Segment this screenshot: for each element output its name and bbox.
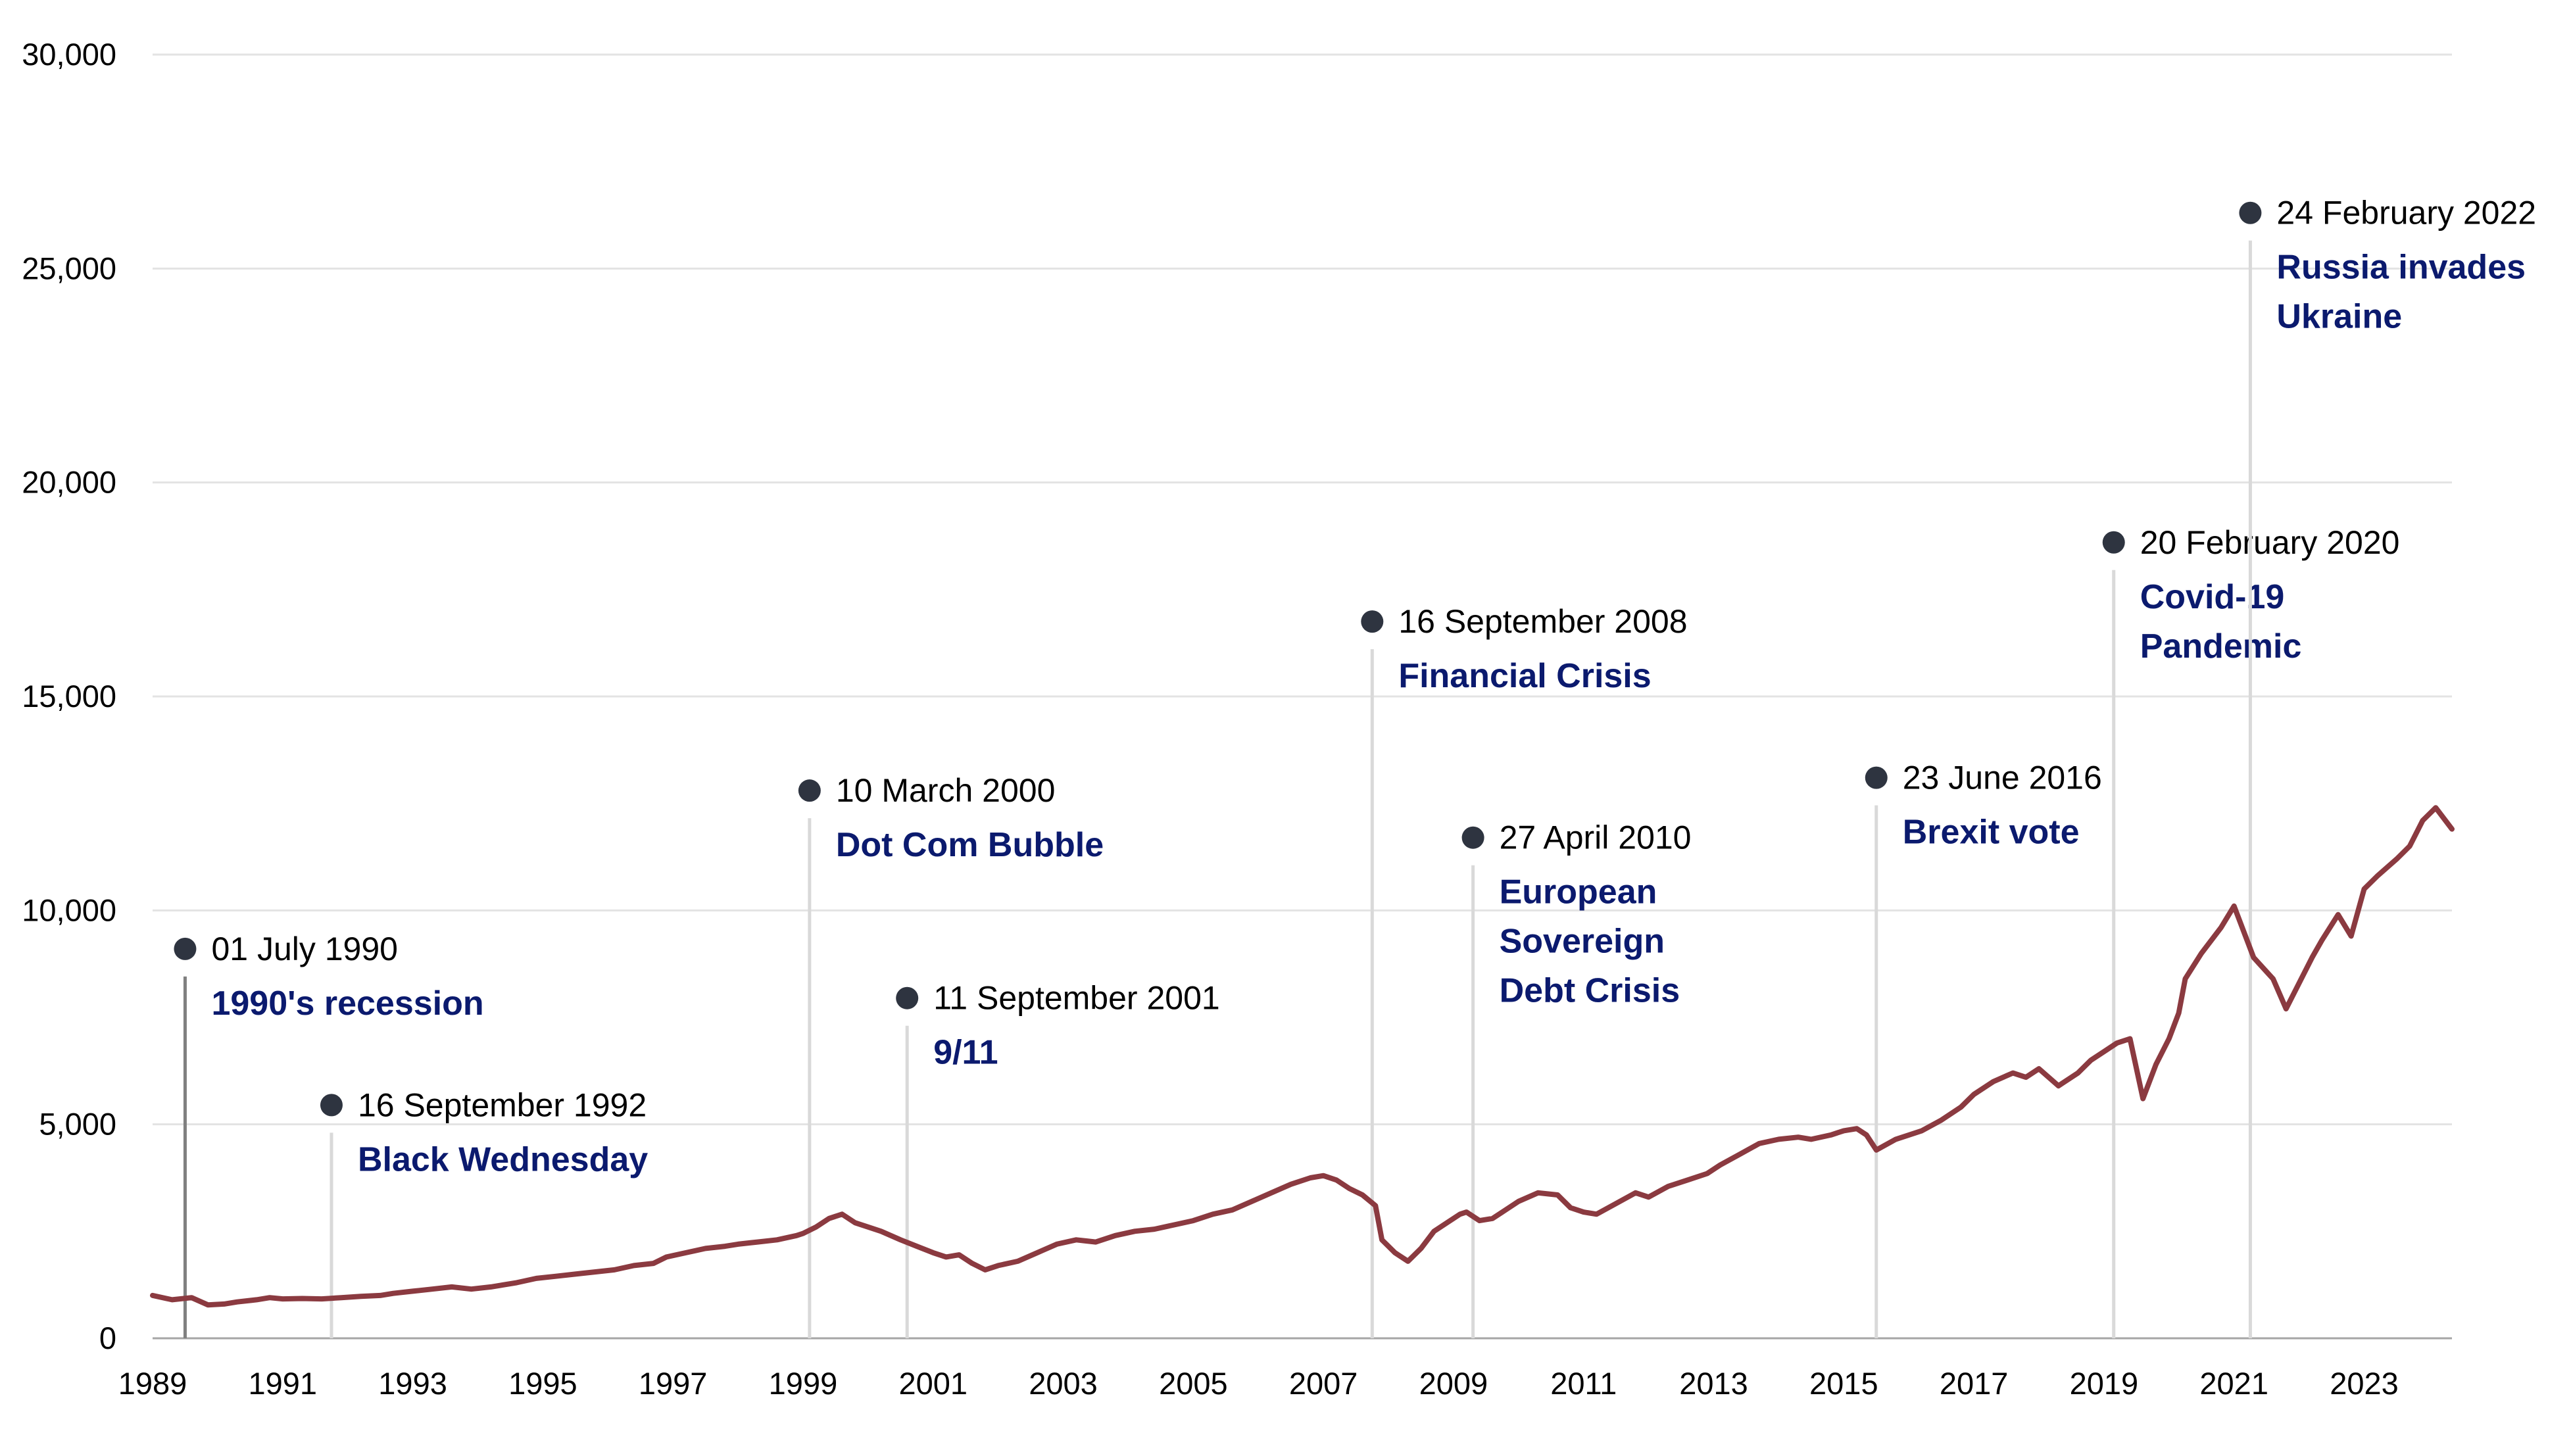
event-label: 1990's recession [211, 984, 483, 1023]
y-tick-label: 10,000 [22, 892, 116, 927]
event-date: 27 April 2010 [1500, 819, 1692, 856]
event-date: 23 June 2016 [1903, 760, 2102, 796]
event-label: Dot Com Bubble [836, 826, 1104, 864]
y-tick-label: 30,000 [22, 37, 116, 72]
x-tick-label: 2023 [2330, 1366, 2399, 1401]
x-tick-label: 1999 [769, 1366, 838, 1401]
event-annotation: 10 March 2000 Dot Com Bubble [798, 772, 1104, 1338]
event-date: 16 September 2008 [1398, 603, 1687, 640]
event-marker [896, 986, 919, 1009]
x-tick-label: 1993 [378, 1366, 447, 1401]
y-tick-label: 15,000 [22, 679, 116, 714]
event-label: Russia invades [2276, 249, 2526, 287]
x-tick-label: 2021 [2199, 1366, 2268, 1401]
event-annotation: 11 September 2001 9/11 [896, 980, 1220, 1338]
y-tick-label: 25,000 [22, 251, 116, 285]
x-tick-label: 2003 [1029, 1366, 1098, 1401]
x-tick-label: 1991 [249, 1366, 318, 1401]
x-tick-label: 1989 [118, 1366, 187, 1401]
event-date: 16 September 1992 [358, 1086, 647, 1123]
event-label: Black Wednesday [358, 1140, 648, 1178]
x-tick-label: 2011 [1550, 1366, 1617, 1401]
event-label: Pandemic [2140, 627, 2302, 666]
event-marker [1361, 610, 1384, 633]
series-line [150, 805, 2455, 1308]
event-marker [798, 779, 821, 802]
x-axis-ticks: 1989 1991 1993 1995 1997 1999 2001 2003 2005 2007… [118, 1366, 2399, 1401]
x-tick-label: 2019 [2070, 1366, 2139, 1401]
x-tick-label: 2001 [898, 1366, 967, 1401]
event-date: 11 September 2001 [933, 980, 1220, 1017]
event-marker [320, 1094, 343, 1117]
event-label: 9/11 [933, 1034, 998, 1072]
event-label: Covid-19 [2140, 578, 2285, 616]
event-annotation: 16 September 2008 Financial Crisis [1361, 603, 1688, 1338]
x-tick-label: 2013 [1679, 1366, 1748, 1401]
x-tick-label: 2005 [1159, 1366, 1228, 1401]
event-label: Sovereign [1500, 923, 1665, 961]
x-tick-label: 1997 [639, 1366, 708, 1401]
event-date: 20 February 2020 [2140, 524, 2400, 561]
gridlines [153, 53, 2452, 1126]
event-annotation: 20 February 2020 Covid-19 Pandemic [2102, 524, 2400, 1338]
event-label: Debt Crisis [1500, 972, 1680, 1010]
event-date: 01 July 1990 [211, 931, 398, 967]
y-tick-label: 5,000 [39, 1107, 116, 1142]
x-tick-label: 2009 [1419, 1366, 1488, 1401]
event-marker [1461, 826, 1484, 849]
y-tick-label: 20,000 [22, 465, 116, 500]
y-tick-label: 0 [99, 1321, 116, 1355]
event-label: Ukraine [2276, 298, 2402, 336]
x-tick-label: 1995 [508, 1366, 577, 1401]
event-annotation: 01 July 1990 1990's recession [174, 931, 484, 1338]
event-annotations: 01 July 1990 1990's recession 16 September… [174, 195, 2536, 1338]
event-marker [1865, 766, 1888, 789]
x-tick-label: 2015 [1809, 1366, 1878, 1401]
event-label: Financial Crisis [1398, 657, 1651, 695]
event-marker [2239, 201, 2262, 224]
event-annotation: 24 February 2022 Russia invades Ukraine [2239, 195, 2536, 1338]
x-tick-label: 2017 [1940, 1366, 2009, 1401]
event-date: 24 February 2022 [2276, 195, 2536, 231]
x-tick-label: 2007 [1289, 1366, 1358, 1401]
event-marker [174, 937, 197, 960]
event-date: 10 March 2000 [836, 772, 1056, 809]
event-label: European [1500, 873, 1657, 911]
event-marker [2102, 531, 2125, 554]
event-label: Brexit vote [1903, 813, 2080, 852]
event-annotation: 27 April 2010 European Sovereign Debt Crisi… [1461, 819, 1692, 1338]
y-axis-ticks: 0 5,000 10,000 15,000 20,000 25,000 30,000 [22, 37, 116, 1355]
event-annotation: 16 September 1992 Black Wednesday [320, 1086, 648, 1338]
event-annotation: 23 June 2016 Brexit vote [1865, 760, 2102, 1338]
